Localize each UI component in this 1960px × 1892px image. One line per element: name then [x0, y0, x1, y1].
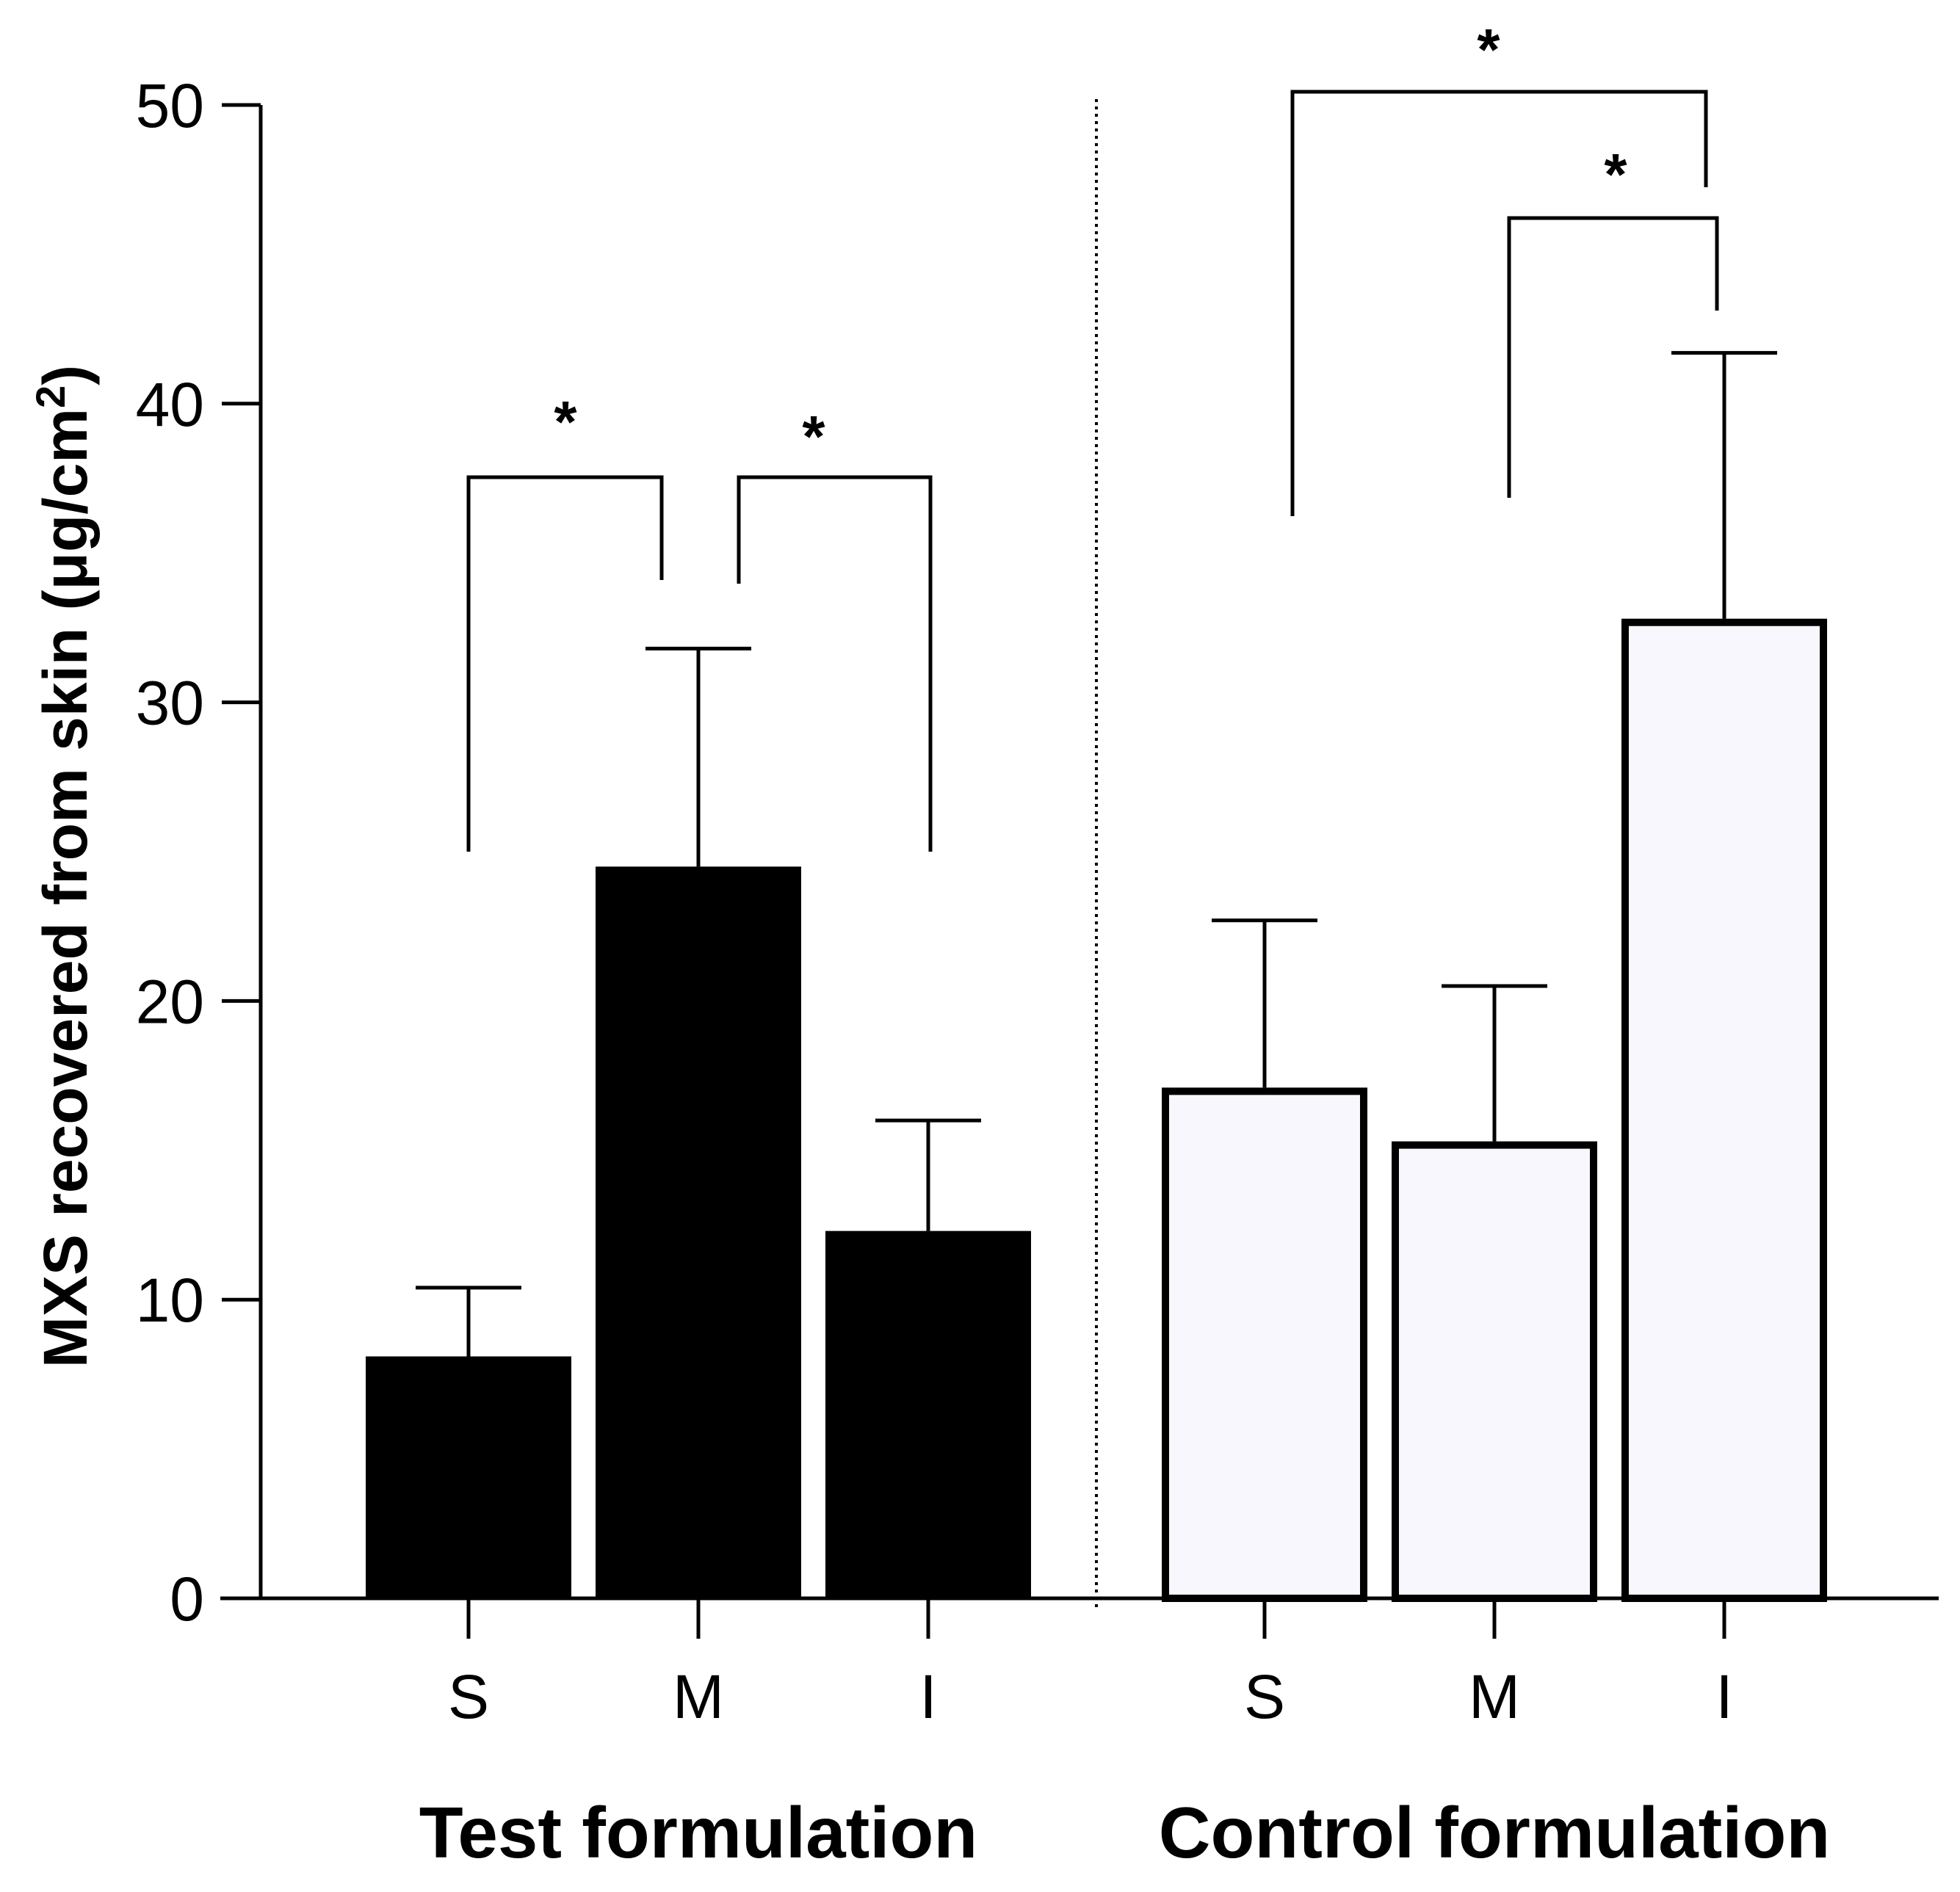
- y-axis-title-main: MXS recovered from skin (μg/cm: [31, 408, 100, 1368]
- significance-bracket-3: [1507, 216, 1719, 498]
- significance-bracket-2: [1290, 90, 1708, 516]
- significance-bracket-1: [737, 475, 933, 852]
- bar-0-I: [825, 1230, 1031, 1598]
- group-label-1: Control formulation: [1159, 1792, 1831, 1873]
- y-axis-title-close: ): [31, 365, 100, 385]
- y-tick-label-40: 40: [136, 370, 204, 439]
- error-bars-layer: [416, 351, 1777, 1357]
- y-tick-label-10: 10: [136, 1266, 204, 1335]
- bar-1-I: [1621, 618, 1827, 1602]
- x-tick-label-0-I: I: [919, 1662, 936, 1731]
- significance-label-2: *: [1477, 17, 1500, 82]
- significance-label-1: *: [802, 404, 825, 469]
- bar-0-S: [366, 1356, 571, 1598]
- x-tick-label-0-S: S: [448, 1662, 489, 1731]
- labels-layer: MXS recovered from skin (μg/cm2) 0 10 20 30…: [27, 71, 1830, 1873]
- bar-1-S: [1162, 1087, 1367, 1602]
- significance-label-3: *: [1604, 142, 1627, 207]
- significance-bracket-0: [466, 475, 664, 852]
- bars-layer: [366, 618, 1827, 1602]
- y-tick-label-30: 30: [136, 669, 204, 738]
- y-tick-label-50: 50: [136, 71, 204, 140]
- significance-label-0: *: [554, 389, 577, 454]
- x-tick-label-1-I: I: [1715, 1662, 1732, 1731]
- significance-layer: * * * *: [466, 17, 1719, 852]
- bar-1-M: [1392, 1141, 1597, 1602]
- group-label-0: Test formulation: [419, 1792, 977, 1873]
- y-tick-label-20: 20: [136, 967, 204, 1036]
- y-axis-title-superscript: 2: [27, 385, 73, 408]
- y-tick-label-0: 0: [170, 1565, 204, 1634]
- x-tick-label-0-M: M: [673, 1662, 724, 1731]
- bar-0-M: [596, 866, 801, 1598]
- y-axis-title: MXS recovered from skin (μg/cm2): [27, 365, 100, 1368]
- x-tick-label-1-S: S: [1244, 1662, 1285, 1731]
- x-tick-label-1-M: M: [1469, 1662, 1520, 1731]
